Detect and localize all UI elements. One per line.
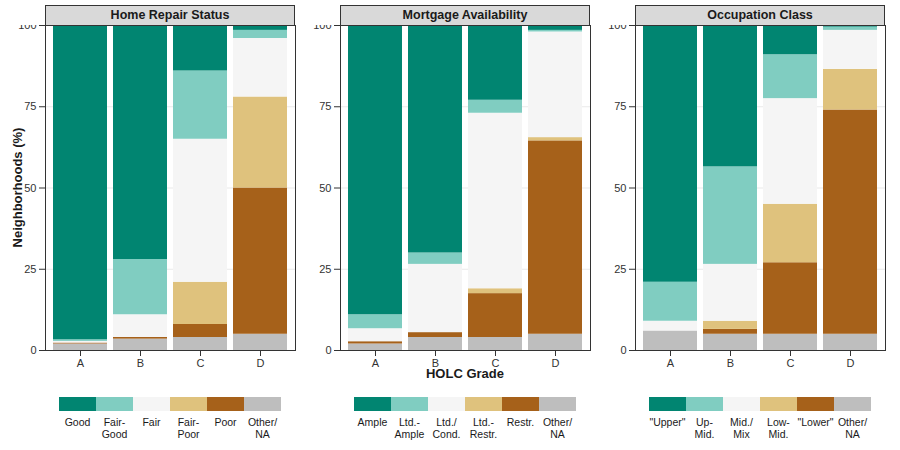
svg-text:50: 50	[24, 182, 36, 194]
svg-text:0: 0	[620, 344, 626, 356]
svg-text:50: 50	[614, 182, 626, 194]
svg-text:75: 75	[24, 100, 36, 112]
svg-text:D: D	[552, 357, 560, 369]
svg-text:B: B	[137, 357, 144, 369]
svg-text:A: A	[372, 357, 380, 369]
svg-text:0: 0	[325, 344, 331, 356]
svg-text:0: 0	[30, 344, 36, 356]
svg-text:A: A	[667, 357, 675, 369]
svg-text:25: 25	[614, 263, 626, 275]
svg-text:A: A	[77, 357, 85, 369]
svg-text:25: 25	[24, 263, 36, 275]
svg-text:100: 100	[608, 25, 626, 31]
svg-text:100: 100	[18, 25, 36, 31]
svg-text:B: B	[727, 357, 734, 369]
svg-text:D: D	[257, 357, 265, 369]
svg-text:100: 100	[313, 25, 331, 31]
svg-text:75: 75	[319, 100, 331, 112]
svg-text:D: D	[847, 357, 855, 369]
svg-text:25: 25	[319, 263, 331, 275]
svg-text:50: 50	[319, 182, 331, 194]
svg-text:C: C	[787, 357, 795, 369]
svg-text:75: 75	[614, 100, 626, 112]
svg-text:C: C	[197, 357, 205, 369]
